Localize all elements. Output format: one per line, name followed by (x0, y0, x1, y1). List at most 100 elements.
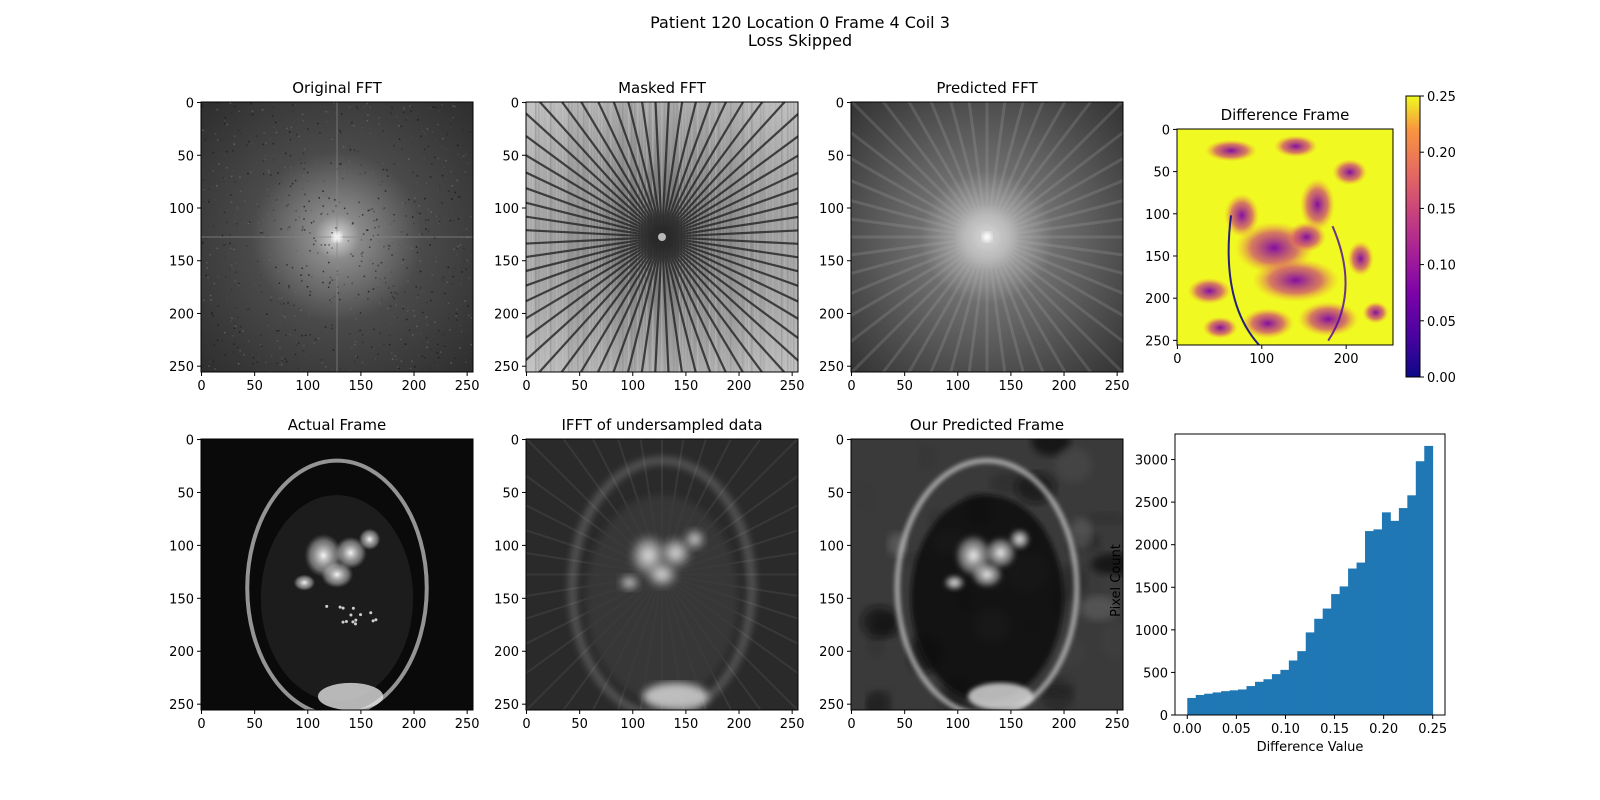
fft-speckle (367, 298, 369, 300)
fft-speckle (393, 163, 396, 165)
fft-speckle (339, 163, 341, 165)
fft-speckle (469, 131, 472, 133)
fft-speckle (418, 322, 421, 325)
fft-speckle (471, 272, 473, 274)
fft-speckle (329, 158, 332, 161)
masked-stripe (532, 102, 534, 372)
fft-speckle (290, 139, 293, 141)
masked-stripe (700, 102, 702, 372)
texture-patch (867, 688, 893, 710)
fft-speckle (298, 216, 300, 218)
pred-fft-ray (986, 156, 1123, 239)
fft-speckle (251, 110, 254, 113)
fft-speckle (390, 148, 393, 151)
diff-frame-title: Difference Frame (1221, 106, 1350, 124)
fft-speckle (215, 157, 217, 159)
fft-speckle (429, 106, 432, 109)
masked-stripe (610, 102, 612, 372)
fft-speckle (339, 131, 342, 134)
fft-speckle (396, 316, 398, 319)
fft-speckle (450, 126, 452, 128)
fft-speckle (239, 255, 242, 258)
fft-speckle (314, 342, 316, 344)
fft-speckle (335, 227, 337, 229)
fft-speckle (348, 106, 351, 109)
fft-speckle (295, 341, 298, 343)
fft-speckle (438, 183, 440, 186)
texture-patch (918, 445, 936, 470)
fft-speckle (297, 342, 300, 344)
fft-speckle (275, 330, 278, 332)
fft-speckle (443, 333, 445, 336)
fft-speckle (273, 219, 276, 222)
histogram-xtick-label: 0.10 (1271, 722, 1300, 737)
fft-speckle (240, 255, 243, 257)
histogram-bar (1254, 681, 1264, 715)
fft-speckle (390, 271, 393, 273)
colorbar-tick-label: 0.20 (1427, 146, 1456, 161)
fft-speckle (201, 241, 204, 243)
fft-speckle (403, 111, 405, 114)
fft-speckle (391, 358, 394, 360)
fft-speckle (423, 148, 426, 151)
histogram-bar (1280, 669, 1290, 715)
ifft-under-ytick-label: 50 (502, 486, 519, 501)
fft-speckle (302, 349, 304, 352)
fft-speckle (383, 207, 386, 209)
pred-fft-xtick-label: 100 (945, 379, 970, 394)
fft-speckle (280, 362, 282, 364)
masked-stripe (685, 102, 687, 372)
fft-speckle (289, 185, 292, 188)
histogram-xtick-label: 0.20 (1369, 722, 1398, 737)
fft-speckle (388, 334, 391, 337)
fft-speckle (235, 271, 238, 273)
fft-speckle (353, 149, 356, 151)
fft-speckle (203, 185, 206, 187)
pred-fft-ray (851, 179, 988, 239)
pred-fft-xtick-label: 50 (896, 379, 913, 394)
fft-speckle (392, 285, 395, 287)
texture-patch (1015, 472, 1056, 504)
fft-speckle (353, 344, 356, 346)
fft-speckle (438, 186, 441, 188)
thorax-region (260, 495, 414, 702)
fft-speckle (464, 300, 466, 302)
fft-speckle (331, 297, 333, 300)
fft-speckle (396, 292, 398, 295)
histogram-bar (1407, 495, 1417, 715)
fft-speckle (260, 291, 263, 293)
pred-fft-ytick-label: 250 (819, 360, 844, 375)
masked-stripe (634, 102, 636, 372)
fft-speckle (225, 331, 228, 334)
fft-speckle (378, 240, 381, 243)
fft-speckle (374, 226, 376, 229)
actual-frame-image (201, 439, 473, 710)
masked-stripe (709, 102, 711, 372)
fft-speckle (406, 246, 408, 249)
fft-speckle (322, 190, 324, 193)
fft-speckle (311, 179, 313, 182)
fft-speckle (435, 215, 438, 218)
diff-blob (1274, 135, 1318, 158)
fft-speckle (275, 266, 277, 269)
fft-speckle (443, 345, 446, 347)
pred-frame-xtick-label: 100 (945, 717, 970, 732)
fft-speckle (395, 358, 398, 361)
fft-speckle (369, 127, 372, 129)
masked-stripe (631, 102, 633, 372)
fft-speckle (434, 140, 437, 142)
histogram-bar (1331, 594, 1341, 715)
fft-speckle (220, 138, 222, 141)
fft-speckle (231, 267, 233, 270)
fft-speckle (347, 240, 350, 242)
fft-speckle (246, 308, 248, 311)
fft-speckle (372, 288, 375, 290)
fft-speckle (456, 179, 459, 182)
fft-speckle (406, 233, 408, 236)
fft-speckle (457, 344, 460, 347)
histogram-bar (1398, 508, 1408, 715)
actual-frame-xtick-label: 50 (246, 717, 263, 732)
fft-speckle (368, 246, 371, 248)
fft-speckle (367, 290, 370, 293)
fft-speckle (421, 233, 424, 235)
